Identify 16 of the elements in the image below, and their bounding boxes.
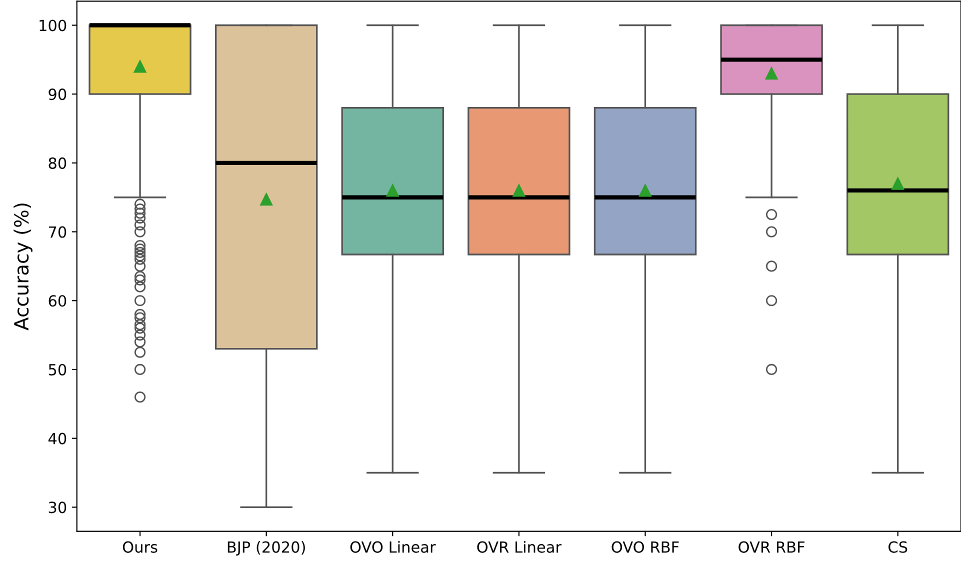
y-tick-label: 100 — [40, 20, 66, 32]
x-tick-label: Ours — [122, 541, 158, 553]
x-tick-label: OVO Linear — [350, 541, 436, 553]
y-tick-label: 70 — [48, 226, 66, 238]
x-tick-label: OVR Linear — [477, 541, 562, 553]
y-axis-title: Accuracy (%) — [14, 204, 32, 330]
y-tick-label: 40 — [48, 432, 66, 444]
x-tick-label: OVR RBF — [738, 541, 804, 553]
x-tick-label: OVO RBF — [612, 541, 679, 553]
y-tick-label: 90 — [48, 88, 66, 100]
y-tick-label: 50 — [48, 364, 66, 376]
x-tick-label: BJP (2020) — [228, 541, 305, 556]
y-tick-label: 80 — [48, 157, 66, 169]
x-tick-label: CS — [888, 541, 908, 553]
y-tick-label: 30 — [48, 502, 66, 514]
y-tick-label: 60 — [48, 295, 66, 307]
